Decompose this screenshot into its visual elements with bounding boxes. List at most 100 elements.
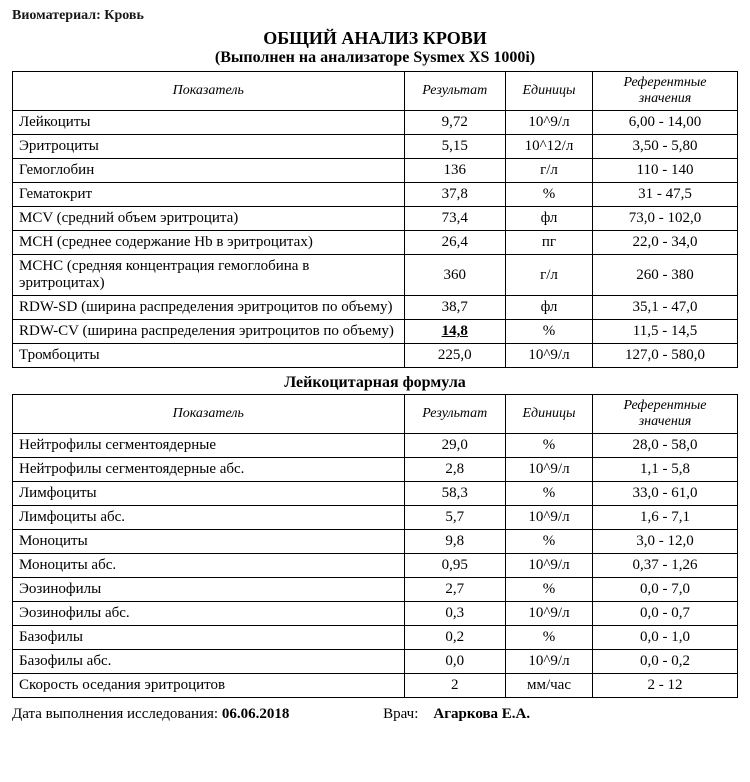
param-reference: 31 - 47,5: [593, 183, 738, 207]
param-name: Эозинофилы абс.: [13, 602, 405, 626]
param-result: 225,0: [404, 344, 506, 368]
param-units: мм/час: [506, 674, 593, 698]
col-header-units: Единицы: [506, 395, 593, 434]
col-header-result: Результат: [404, 72, 506, 111]
param-reference: 6,00 - 14,00: [593, 111, 738, 135]
col-header-ref: Референтные значения: [593, 72, 738, 111]
table-row: Гематокрит37,8%31 - 47,5: [13, 183, 738, 207]
table-row: Базофилы0,2%0,0 - 1,0: [13, 626, 738, 650]
param-name: Тромбоциты: [13, 344, 405, 368]
table-row: Базофилы абс.0,010^9/л0,0 - 0,2: [13, 650, 738, 674]
param-name: MCV (средний объем эритроцита): [13, 207, 405, 231]
param-name: Лимфоциты абс.: [13, 506, 405, 530]
param-reference: 22,0 - 34,0: [593, 231, 738, 255]
param-result: 14,8: [404, 320, 506, 344]
col-header-param: Показатель: [13, 72, 405, 111]
leukocyte-table: Показатель Результат Единицы Референтные…: [12, 394, 738, 698]
top-crop-text: Виоматериал: Кровь: [12, 8, 738, 24]
param-result: 2,8: [404, 458, 506, 482]
table-row: MCH (среднее содержание Hb в эритроцитах…: [13, 231, 738, 255]
param-result: 29,0: [404, 434, 506, 458]
param-result: 26,4: [404, 231, 506, 255]
table-row: Моноциты9,8%3,0 - 12,0: [13, 530, 738, 554]
table-row: Эритроциты5,1510^12/л3,50 - 5,80: [13, 135, 738, 159]
param-result: 37,8: [404, 183, 506, 207]
param-name: RDW-CV (ширина распределения эритроцитов…: [13, 320, 405, 344]
param-result: 360: [404, 255, 506, 296]
table-row: Лимфоциты58,3%33,0 - 61,0: [13, 482, 738, 506]
table-row: Тромбоциты225,010^9/л127,0 - 580,0: [13, 344, 738, 368]
param-units: пг: [506, 231, 593, 255]
table-row: Гемоглобин136г/л110 - 140: [13, 159, 738, 183]
date-label: Дата выполнения исследования:: [12, 706, 218, 722]
param-reference: 73,0 - 102,0: [593, 207, 738, 231]
param-reference: 3,0 - 12,0: [593, 530, 738, 554]
param-units: фл: [506, 296, 593, 320]
param-reference: 127,0 - 580,0: [593, 344, 738, 368]
doctor-value: Агаркова Е.А.: [433, 706, 530, 722]
param-name: Базофилы абс.: [13, 650, 405, 674]
table-header-row: Показатель Результат Единицы Референтные…: [13, 72, 738, 111]
param-name: Нейтрофилы сегментоядерные абс.: [13, 458, 405, 482]
param-result: 38,7: [404, 296, 506, 320]
param-units: %: [506, 434, 593, 458]
param-name: Гемоглобин: [13, 159, 405, 183]
param-reference: 11,5 - 14,5: [593, 320, 738, 344]
param-name: RDW-SD (ширина распределения эритроцитов…: [13, 296, 405, 320]
report-footer: Дата выполнения исследования: 06.06.2018…: [12, 706, 738, 723]
param-name: MCH (среднее содержание Hb в эритроцитах…: [13, 231, 405, 255]
param-units: 10^12/л: [506, 135, 593, 159]
param-units: %: [506, 626, 593, 650]
param-result: 0,95: [404, 554, 506, 578]
table-row: Лейкоциты9,7210^9/л6,00 - 14,00: [13, 111, 738, 135]
param-reference: 2 - 12: [593, 674, 738, 698]
param-reference: 260 - 380: [593, 255, 738, 296]
param-reference: 0,37 - 1,26: [593, 554, 738, 578]
param-name: Базофилы: [13, 626, 405, 650]
param-units: г/л: [506, 159, 593, 183]
param-units: 10^9/л: [506, 344, 593, 368]
table-row: MCHC (средняя концентрация гемоглобина в…: [13, 255, 738, 296]
param-result: 2: [404, 674, 506, 698]
param-reference: 0,0 - 0,7: [593, 602, 738, 626]
param-units: 10^9/л: [506, 111, 593, 135]
table-row: Скорость оседания эритроцитов2мм/час2 - …: [13, 674, 738, 698]
param-reference: 1,1 - 5,8: [593, 458, 738, 482]
param-name: Эозинофилы: [13, 578, 405, 602]
param-name: Лейкоциты: [13, 111, 405, 135]
param-result: 0,0: [404, 650, 506, 674]
table-row: Нейтрофилы сегментоядерные29,0%28,0 - 58…: [13, 434, 738, 458]
param-name: Лимфоциты: [13, 482, 405, 506]
param-reference: 1,6 - 7,1: [593, 506, 738, 530]
param-units: г/л: [506, 255, 593, 296]
table-row: Моноциты абс.0,9510^9/л0,37 - 1,26: [13, 554, 738, 578]
table-row: RDW-CV (ширина распределения эритроцитов…: [13, 320, 738, 344]
param-name: Гематокрит: [13, 183, 405, 207]
report-title: ОБЩИЙ АНАЛИЗ КРОВИ: [12, 28, 738, 49]
param-result: 9,8: [404, 530, 506, 554]
param-units: %: [506, 578, 593, 602]
param-result: 2,7: [404, 578, 506, 602]
param-reference: 33,0 - 61,0: [593, 482, 738, 506]
param-result: 0,3: [404, 602, 506, 626]
param-units: 10^9/л: [506, 554, 593, 578]
param-result: 136: [404, 159, 506, 183]
param-reference: 35,1 - 47,0: [593, 296, 738, 320]
param-units: фл: [506, 207, 593, 231]
param-units: 10^9/л: [506, 602, 593, 626]
param-name: Нейтрофилы сегментоядерные: [13, 434, 405, 458]
doctor-label: Врач:: [383, 706, 418, 722]
param-name: Моноциты абс.: [13, 554, 405, 578]
param-reference: 110 - 140: [593, 159, 738, 183]
param-name: Эритроциты: [13, 135, 405, 159]
param-units: 10^9/л: [506, 458, 593, 482]
cbc-table: Показатель Результат Единицы Референтные…: [12, 71, 738, 368]
col-header-result: Результат: [404, 395, 506, 434]
leukocyte-formula-title: Лейкоцитарная формула: [12, 374, 738, 392]
param-name: MCHC (средняя концентрация гемоглобина в…: [13, 255, 405, 296]
param-result: 0,2: [404, 626, 506, 650]
param-reference: 0,0 - 1,0: [593, 626, 738, 650]
table-row: Лимфоциты абс.5,710^9/л1,6 - 7,1: [13, 506, 738, 530]
table-row: MCV (средний объем эритроцита)73,4фл73,0…: [13, 207, 738, 231]
param-result: 5,15: [404, 135, 506, 159]
